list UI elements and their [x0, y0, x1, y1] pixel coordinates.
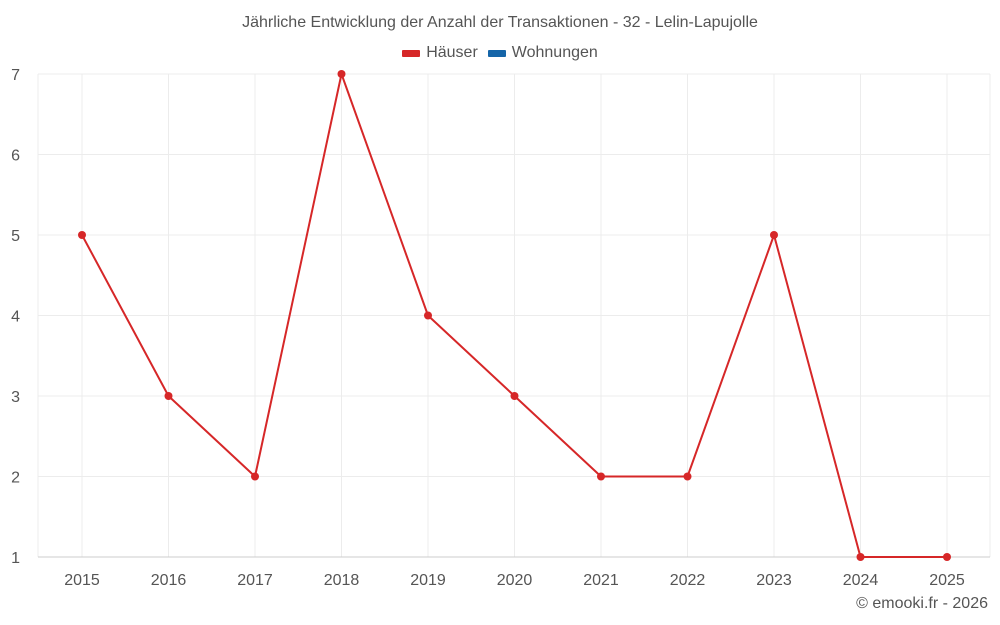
copyright-footer: © emooki.fr - 2026 [856, 595, 988, 612]
x-tick-label-2020: 2020 [497, 572, 533, 589]
x-tick-label-2023: 2023 [756, 572, 792, 589]
y-tick-label-2: 2 [11, 470, 20, 487]
legend-swatch-wohnungen [487, 49, 506, 57]
legend-item-haeuser[interactable]: Häuser [402, 44, 478, 62]
data-point-0-2019[interactable] [424, 311, 432, 320]
y-tick-label-6: 6 [11, 148, 20, 165]
data-point-0-2018[interactable] [337, 70, 346, 78]
x-tick-label-2018: 2018 [324, 572, 360, 589]
x-tick-label-2025: 2025 [929, 572, 965, 589]
y-tick-label-3: 3 [11, 389, 20, 406]
y-tick-label-4: 4 [11, 309, 20, 326]
legend-label-wohnungen: Wohnungen [511, 44, 598, 61]
data-point-0-2024[interactable] [856, 553, 865, 561]
x-tick-label-2016: 2016 [151, 572, 187, 589]
x-tick-label-2017: 2017 [237, 572, 273, 589]
legend-swatch-haeuser [402, 49, 421, 57]
data-point-0-2016[interactable] [164, 392, 173, 400]
data-point-0-2025[interactable] [943, 553, 951, 561]
y-tick-label-7: 7 [11, 67, 20, 84]
data-point-0-2020[interactable] [510, 392, 519, 400]
y-tick-label-1: 1 [11, 550, 20, 567]
data-point-0-2022[interactable] [683, 472, 692, 481]
data-point-0-2015[interactable] [78, 231, 86, 239]
data-point-0-2021[interactable] [597, 472, 605, 481]
x-tick-label-2019: 2019 [410, 572, 446, 589]
x-tick-label-2022: 2022 [670, 572, 706, 589]
x-tick-label-2015: 2015 [64, 572, 100, 589]
legend-item-wohnungen[interactable]: Wohnungen [487, 44, 598, 62]
legend-label-haeuser: Häuser [426, 44, 478, 61]
data-point-0-2017[interactable] [251, 472, 259, 481]
chart-title: Jährliche Entwicklung der Anzahl der Tra… [242, 14, 758, 31]
x-tick-label-2021: 2021 [583, 572, 619, 589]
x-tick-label-2024: 2024 [843, 572, 879, 589]
data-point-0-2023[interactable] [770, 231, 778, 239]
y-tick-label-5: 5 [11, 228, 20, 245]
chart-legend: Häuser Wohnungen [0, 44, 1000, 62]
